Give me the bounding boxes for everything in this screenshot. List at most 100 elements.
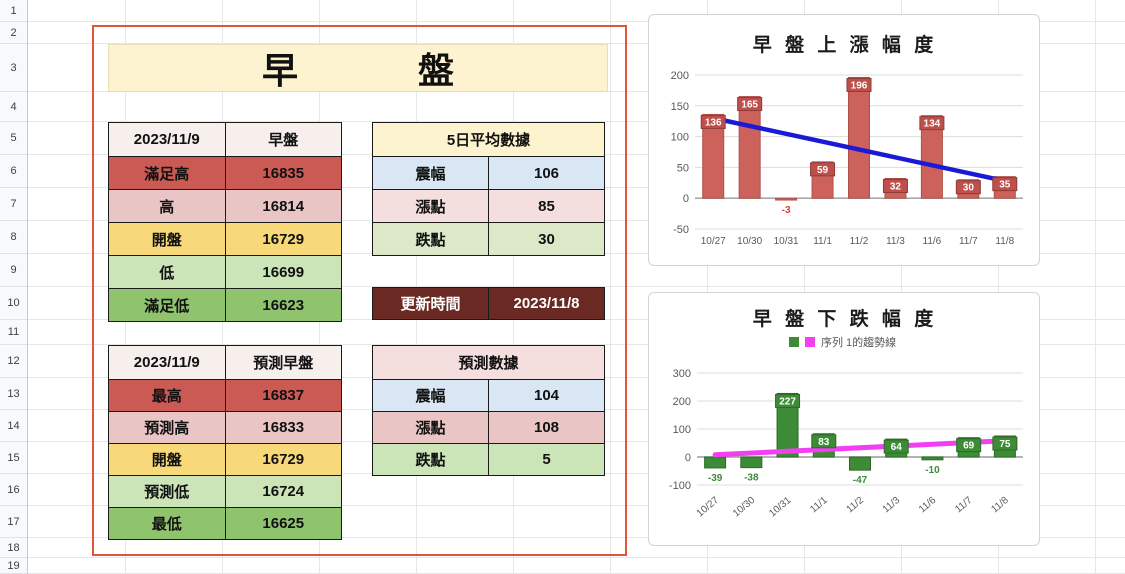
value-cell[interactable]: 16729: [224, 223, 341, 255]
gridline-horizontal: [28, 286, 1125, 287]
row-number[interactable]: 15: [0, 442, 27, 474]
value-cell[interactable]: 30: [488, 223, 604, 255]
bar[interactable]: [740, 456, 763, 469]
bar-label: 69: [963, 441, 975, 452]
row-number[interactable]: 9: [0, 254, 27, 287]
row-number[interactable]: 11: [0, 320, 27, 345]
value-cell[interactable]: 16835: [224, 157, 341, 189]
row-number[interactable]: 7: [0, 188, 27, 221]
header-cell[interactable]: 預測早盤: [224, 346, 341, 379]
table-5day-average[interactable]: 5日平均數據 震幅 106 漲點 85 跌點 30: [372, 122, 605, 256]
row-number[interactable]: 1: [0, 0, 27, 22]
gridline-horizontal: [28, 121, 1125, 122]
value-cell[interactable]: 16625: [224, 508, 341, 539]
row-number[interactable]: 3: [0, 44, 27, 92]
label-cell[interactable]: 更新時間: [373, 288, 488, 319]
x-tick-label: 10/31: [767, 495, 794, 520]
value-cell[interactable]: 104: [488, 380, 604, 411]
table-forecast-stats[interactable]: 預測數據 震幅 104 漲點 108 跌點 5: [372, 345, 605, 476]
y-tick-label: 300: [673, 368, 691, 380]
table-row: 滿足低 16623: [109, 288, 341, 321]
table-title-cell[interactable]: 預測數據: [373, 346, 604, 379]
label-cell[interactable]: 漲點: [373, 412, 488, 443]
header-cell[interactable]: 2023/11/9: [109, 123, 225, 156]
chart-morning-rise[interactable]: 早 盤 上 漲 幅 度 200 150 100 50 0 -50 136 165 -3 59 196 3…: [649, 15, 1041, 267]
table-row: 開盤 16729: [109, 222, 341, 255]
row-number[interactable]: 8: [0, 221, 27, 254]
row-number[interactable]: 19: [0, 558, 27, 574]
bar[interactable]: [920, 115, 943, 199]
chart-morning-fall[interactable]: 早 盤 下 跌 幅 度序列 1的趨勢線 300 200 100 0 -100 -39 -38 2…: [649, 293, 1041, 547]
row-number[interactable]: 14: [0, 410, 27, 442]
chart-card-rise[interactable]: 早 盤 上 漲 幅 度 200 150 100 50 0 -50 136 165 -3 59 196 3…: [648, 14, 1040, 266]
chart-card-fall[interactable]: 早 盤 下 跌 幅 度序列 1的趨勢線 300 200 100 0 -100 -39 -38 2…: [648, 292, 1040, 546]
row-number[interactable]: 13: [0, 378, 27, 410]
label-cell[interactable]: 預測低: [109, 476, 225, 507]
x-tick-label: 11/8: [989, 495, 1011, 516]
table-update-time[interactable]: 更新時間 2023/11/8: [372, 287, 605, 320]
value-cell[interactable]: 16699: [224, 256, 341, 288]
table-actual-morning[interactable]: 2023/11/9 早盤 滿足高 16835 高 16814 開盤 16729 低 16699 滿足…: [108, 122, 342, 322]
bar[interactable]: [921, 456, 944, 461]
row-number[interactable]: 6: [0, 155, 27, 188]
y-tick-label: -50: [673, 224, 689, 236]
label-cell[interactable]: 開盤: [109, 444, 225, 475]
header-cell[interactable]: 2023/11/9: [109, 346, 225, 379]
row-number[interactable]: 10: [0, 287, 27, 320]
table-row: 最低 16625: [109, 507, 341, 539]
label-cell[interactable]: 預測高: [109, 412, 225, 443]
value-cell[interactable]: 5: [488, 444, 604, 475]
x-tick-label: 10/27: [695, 495, 722, 520]
bar[interactable]: [702, 113, 725, 199]
label-cell[interactable]: 漲點: [373, 190, 488, 222]
label-cell[interactable]: 最低: [109, 508, 225, 539]
value-cell[interactable]: 16623: [224, 289, 341, 321]
value-cell[interactable]: 16814: [224, 190, 341, 222]
label-cell[interactable]: 低: [109, 256, 225, 288]
row-number[interactable]: 17: [0, 506, 27, 538]
bar[interactable]: [704, 456, 727, 469]
title-banner[interactable]: 早 盤: [108, 44, 608, 92]
row-number[interactable]: 12: [0, 345, 27, 378]
label-cell[interactable]: 滿足高: [109, 157, 225, 189]
label-cell[interactable]: 跌點: [373, 223, 488, 255]
value-cell[interactable]: 16724: [224, 476, 341, 507]
y-tick-label: 50: [677, 162, 689, 174]
header-cell[interactable]: 早盤: [224, 123, 341, 156]
chart-title: 早 盤 下 跌 幅 度: [753, 307, 937, 330]
table-title-cell[interactable]: 5日平均數據: [373, 123, 604, 156]
bar[interactable]: [849, 456, 871, 471]
label-cell[interactable]: 開盤: [109, 223, 225, 255]
row-number[interactable]: 18: [0, 538, 27, 558]
value-cell[interactable]: 108: [488, 412, 604, 443]
x-tick-label: 11/3: [881, 495, 903, 516]
label-cell[interactable]: 最高: [109, 380, 225, 411]
table-forecast-morning[interactable]: 2023/11/9 預測早盤 最高 16837 預測高 16833 開盤 16729 預測低 16…: [108, 345, 342, 540]
bar[interactable]: [848, 76, 870, 199]
legend-series-swatch: [789, 337, 799, 347]
gridline-horizontal: [28, 344, 1125, 345]
value-cell[interactable]: 2023/11/8: [488, 288, 604, 319]
label-cell[interactable]: 高: [109, 190, 225, 222]
bar-label: 196: [851, 80, 868, 91]
row-number[interactable]: 5: [0, 122, 27, 155]
row-number[interactable]: 2: [0, 22, 27, 44]
row-number[interactable]: 16: [0, 474, 27, 506]
value-cell[interactable]: 106: [488, 157, 604, 189]
bar[interactable]: [738, 96, 761, 199]
label-cell[interactable]: 震幅: [373, 380, 488, 411]
bar[interactable]: [775, 197, 798, 201]
label-cell[interactable]: 滿足低: [109, 289, 225, 321]
label-cell[interactable]: 跌點: [373, 444, 488, 475]
y-tick-label: 100: [673, 424, 691, 436]
table-row: 震幅 104: [373, 379, 604, 411]
x-tick-label: 10/30: [737, 236, 762, 247]
row-number[interactable]: 4: [0, 92, 27, 122]
value-cell[interactable]: 16833: [224, 412, 341, 443]
label-cell[interactable]: 震幅: [373, 157, 488, 189]
value-cell[interactable]: 16729: [224, 444, 341, 475]
value-cell[interactable]: 85: [488, 190, 604, 222]
value-cell[interactable]: 16837: [224, 380, 341, 411]
y-tick-label: 200: [671, 70, 689, 82]
bar[interactable]: [776, 392, 799, 458]
